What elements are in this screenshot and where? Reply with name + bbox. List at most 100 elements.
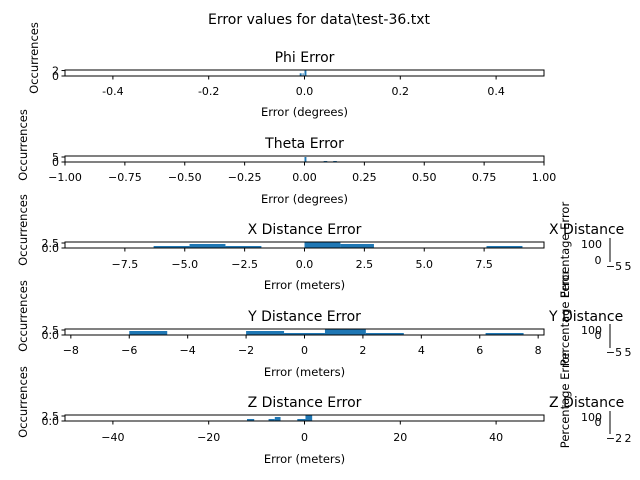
x-tick-label: −7.5 xyxy=(112,258,139,271)
x-tick-label: −20 xyxy=(197,431,220,444)
side-x-tick-label: −2 xyxy=(606,432,622,445)
histogram-bar xyxy=(304,70,307,76)
histogram-bar xyxy=(302,73,304,76)
x-tick-label: 0.50 xyxy=(412,171,437,184)
x-tick-label: 0 xyxy=(301,344,308,357)
y-tick-label: 0.0 xyxy=(42,242,60,255)
subplot-phi-error: Phi Error -0.4 -0.2 0.0 0.2 0.4 02 Error (degre… xyxy=(27,22,545,119)
x-tick-label: 20 xyxy=(393,431,407,444)
x-tick-label: −40 xyxy=(101,431,124,444)
x-tick-label: 0.2 xyxy=(392,85,410,98)
side-y-tick-label: 100 xyxy=(581,238,602,251)
histogram-bar xyxy=(274,417,281,421)
y-axis-label: Occurrences xyxy=(16,194,30,266)
x-tick-label: 8 xyxy=(535,344,542,357)
x-tick-label: 0.0 xyxy=(296,85,314,98)
histogram-bar xyxy=(246,331,285,335)
side-zero-tick-label: 0 xyxy=(595,416,602,429)
x-axis-label: Error (degrees) xyxy=(261,192,348,206)
x-tick-label: −2 xyxy=(238,344,254,357)
y-tick-label: 0 xyxy=(52,156,59,169)
side-y-axis-label: Percentage Error xyxy=(558,270,572,367)
x-tick-label: 0 xyxy=(301,431,308,444)
histogram-bar xyxy=(247,419,255,421)
x-tick-label: −0.25 xyxy=(228,171,262,184)
subplot-title: Y Distance Error xyxy=(247,309,361,325)
histogram-bar xyxy=(324,329,366,335)
x-tick-label: 5.0 xyxy=(416,258,434,271)
histogram-bar xyxy=(153,246,190,248)
subplot-title: Theta Error xyxy=(264,136,344,152)
y-tick-label: 5 xyxy=(52,151,59,164)
histogram-bar xyxy=(485,333,524,335)
histogram-bar xyxy=(299,73,302,76)
subplot-title: X Distance Error xyxy=(248,222,362,238)
histogram-bar xyxy=(225,246,262,248)
x-tick-label: −8 xyxy=(63,344,79,357)
side-x-tick-label: 5 xyxy=(625,260,632,273)
x-tick-label: −6 xyxy=(121,344,137,357)
histogram-bar xyxy=(189,244,226,248)
histogram-bar xyxy=(284,333,325,335)
y-tick-label: 2.5 xyxy=(42,237,60,250)
side-x-tick-label: 2 xyxy=(625,432,632,445)
histogram-bar xyxy=(304,157,307,162)
y-tick-label: 0 xyxy=(52,70,59,83)
x-tick-label: 1.00 xyxy=(532,171,557,184)
y-axis-label: Occurrences xyxy=(27,22,41,94)
x-tick-label: 2 xyxy=(359,344,366,357)
histogram-bar xyxy=(486,246,523,248)
y-tick-label: 0.0 xyxy=(42,329,60,342)
x-tick-label: 0.0 xyxy=(296,258,314,271)
subplot-title: Z Distance Error xyxy=(248,395,362,411)
histogram-bar xyxy=(305,415,313,421)
histogram-bar xyxy=(129,331,168,335)
x-axis-label: Error (degrees) xyxy=(261,105,348,119)
x-tick-label: 2.5 xyxy=(356,258,374,271)
x-tick-label: −0.75 xyxy=(108,171,142,184)
x-tick-label: -0.2 xyxy=(198,85,219,98)
x-tick-label: −2.5 xyxy=(231,258,258,271)
y-axis-label: Occurrences xyxy=(16,366,30,438)
side-x-tick-label: 5 xyxy=(625,346,632,359)
y-tick-label: 2 xyxy=(52,65,59,78)
histogram-bar xyxy=(365,333,404,335)
x-tick-label: 0.75 xyxy=(472,171,497,184)
side-zero-tick-label: 0 xyxy=(595,329,602,342)
side-zero-tick-label: 0 xyxy=(595,254,602,267)
x-tick-label: −1.00 xyxy=(48,171,82,184)
x-tick-label: 0.25 xyxy=(352,171,377,184)
side-panel-title: Y Distance xyxy=(548,309,623,325)
x-tick-label: 4 xyxy=(418,344,425,357)
x-tick-label: 0.00 xyxy=(292,171,317,184)
x-tick-label: −4 xyxy=(180,344,196,357)
y-tick-label: 0.0 xyxy=(42,415,60,428)
histogram-bar xyxy=(297,419,306,421)
side-x-tick-label: −5 xyxy=(606,260,622,273)
figure-suptitle: Error values for data\test-36.txt xyxy=(208,12,430,28)
histogram-bar xyxy=(304,242,341,248)
x-tick-label: 40 xyxy=(489,431,503,444)
side-y-axis-label: Percentage Error xyxy=(558,352,572,449)
side-y-axis-label: Percentage Error xyxy=(558,202,572,299)
y-axis-label: Occurrences xyxy=(16,280,30,352)
subplot-theta-error: Theta Error −1.00 −0.75 −0.50 −0.25 0.00 0.25 0… xyxy=(16,109,556,206)
histogram-bar xyxy=(268,419,275,421)
x-axis-label: Error (meters) xyxy=(264,365,345,379)
y-tick-label: 2.5 xyxy=(42,410,60,423)
subplot-x-distance-error: X Distance Error−7.5 −5.0 −2.5 0.0 2.5 5.0 7.5… xyxy=(16,194,545,292)
x-tick-label: 7.5 xyxy=(475,258,493,271)
subplot-title: Phi Error xyxy=(275,50,335,66)
y-axis-label: Occurrences xyxy=(16,109,30,181)
x-tick-label: −5.0 xyxy=(171,258,198,271)
x-tick-label: 0.4 xyxy=(487,85,505,98)
subplot-z-distance-error: Z Distance Error −40 −20 0 20 40 0.02.5 Error (… xyxy=(16,366,545,466)
x-axis-label: Error (meters) xyxy=(264,278,345,292)
side-y-tick-label: 100 xyxy=(581,411,602,424)
